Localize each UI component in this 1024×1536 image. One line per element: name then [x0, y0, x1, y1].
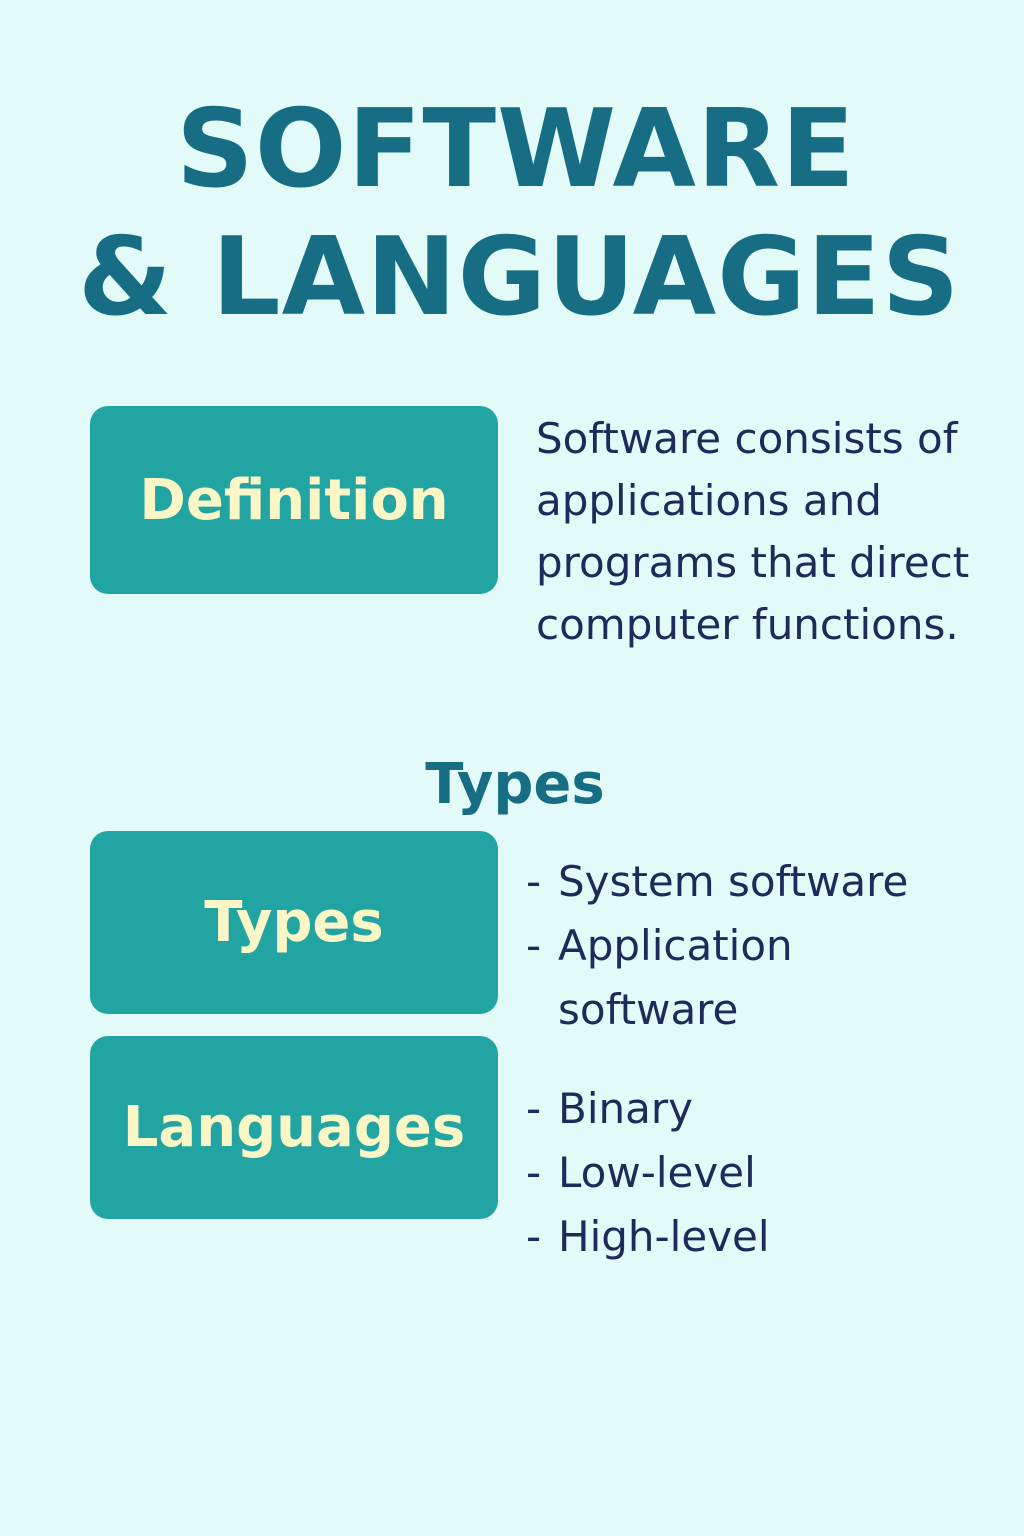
languages-list: - Binary - Low-level - High-level	[526, 1077, 986, 1269]
list-item-text: Binary	[558, 1084, 693, 1133]
list-item: - Low-level	[526, 1141, 986, 1205]
list-item-text: Low-level	[558, 1148, 756, 1197]
types-label: Types	[204, 890, 384, 955]
list-item: - Binary	[526, 1077, 986, 1141]
bullet-dash: -	[526, 921, 542, 970]
list-item: - System software	[526, 850, 986, 914]
definition-label-box: Definition	[90, 406, 498, 594]
languages-label: Languages	[122, 1095, 466, 1160]
bullet-dash: -	[526, 1084, 542, 1133]
types-label-box: Types	[90, 831, 498, 1014]
list-item-text: System software	[558, 857, 909, 906]
bullet-dash: -	[526, 857, 542, 906]
definition-text: Software consists of applications and pr…	[536, 414, 970, 649]
bullet-dash: -	[526, 1212, 542, 1261]
page-title-line-1: SOFTWARE	[176, 87, 856, 212]
definition-label: Definition	[139, 467, 449, 533]
list-item: - High-level	[526, 1205, 986, 1269]
types-section-heading: Types	[425, 752, 605, 817]
types-list: - System software - Application software	[526, 850, 986, 1042]
page-title-line-2: & LANGUAGES	[78, 215, 961, 340]
bullet-dash: -	[526, 1148, 542, 1197]
list-item: - Application software	[526, 914, 986, 1042]
list-item-text: Application software	[558, 921, 793, 1034]
list-item-text: High-level	[558, 1212, 770, 1261]
languages-label-box: Languages	[90, 1036, 498, 1219]
